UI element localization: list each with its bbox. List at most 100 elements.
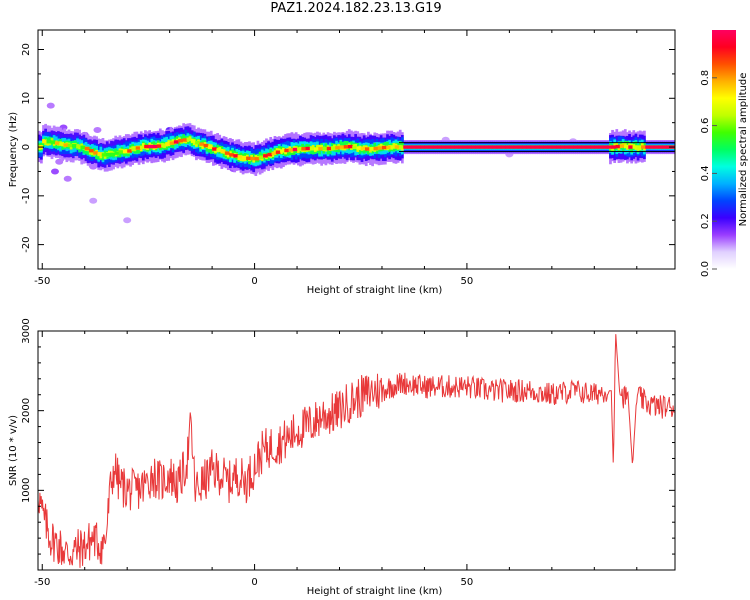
heatmap-speckle [55,158,64,165]
heatmap-peak [71,144,77,148]
heatmap-peak [666,145,672,149]
heatmap-peak [517,145,523,149]
heatmap-peak [394,145,400,149]
heatmap-peak [348,144,353,149]
heatmap-peak [280,149,285,153]
y-axis-label: SNR (10 * v/v) [8,415,19,486]
heatmap-cell [339,141,343,150]
heatmap-peak [169,141,175,145]
heatmap-cell [95,151,98,160]
heatmap-peak [80,145,86,150]
heatmap-peak [326,146,332,151]
heatmap-peak [636,145,642,149]
heatmap-cell [99,154,103,159]
heatmap-peak [458,145,464,149]
heatmap-peak [50,140,56,144]
heatmap-peak [161,143,166,148]
heatmap-peak [105,152,111,157]
heatmap-peak [577,145,583,149]
heatmap-peak [224,151,230,155]
heatmap-peak [564,145,570,149]
heatmap-peak [479,145,485,149]
heatmap-peak [63,143,69,147]
x-tick-label: 50 [461,276,474,287]
heatmap-peak [492,145,498,149]
heatmap-peak [428,145,434,149]
heatmap-cell [167,140,171,145]
heatmap-peak [195,140,200,145]
heatmap-peak [182,138,188,142]
colorbar: 0.0 0.2 0.4 0.6 0.8 Normalized spectral ampli… [700,30,749,277]
heatmap-peak [292,147,298,152]
heatmap-peak [390,145,396,149]
heatmap-peak [407,145,413,149]
heatmap-peak [526,145,532,149]
heatmap-cell [46,141,50,146]
heatmap-peak [607,145,612,149]
heatmap-peak [539,145,544,149]
heatmap-peak [309,147,315,151]
heatmap-cell [90,150,94,156]
heatmap-cell [318,144,321,150]
heatmap-peak [445,145,451,149]
heatmap-peak [199,142,205,146]
heatmap-peak [462,145,468,149]
heatmap-peak [144,144,149,149]
y-tick-label: -10 [21,188,32,204]
heatmap-peak [352,145,357,150]
x-tick-label: 0 [251,577,257,588]
heatmap-cell [54,141,58,149]
heatmap-peak [611,145,617,149]
heatmap-peak [88,149,94,153]
colorbar-gradient [712,30,736,269]
heatmap-peak [543,145,549,149]
heatmap-peak [54,141,60,145]
heatmap-peak [513,145,519,149]
heatmap-peak [165,142,171,147]
heatmap-peak [135,146,141,150]
heatmap-peak [131,147,137,152]
colorbar-tick-label: 0.8 [700,70,711,86]
heatmap-peak [420,145,425,149]
heatmap-cell [373,142,377,151]
heatmap-peak [505,145,510,149]
heatmap-speckle [63,175,72,182]
heatmap-peak [318,147,324,151]
heatmap-cell [69,145,73,150]
heatmap-peak [305,146,311,151]
heatmap-peak [632,145,638,149]
heatmap-peak [398,145,404,149]
heatmap-peak [496,145,502,149]
x-axis-label: Height of straight line (km) [307,586,443,597]
heatmap-peak [488,145,493,149]
heatmap-cell [634,141,638,150]
heatmap-peak [250,156,256,161]
y-tick-label: 0 [21,144,32,150]
heatmap-peak [615,144,621,149]
heatmap-peak [437,145,442,149]
heatmap-peak [76,144,81,148]
heatmap-cell [311,146,315,155]
heatmap-peak [84,146,90,151]
heatmap-peak [186,137,192,141]
heatmap-peak [585,145,591,149]
heatmap-cell [107,150,111,156]
heatmap-cell [103,154,107,159]
heatmap-peak [662,145,668,149]
heatmap-peak [441,145,447,149]
heatmap-peak [122,149,128,154]
heatmap-peak [59,142,64,146]
heatmap-peak [46,139,52,144]
heatmap-peak [203,143,209,148]
heatmap-cell [384,141,387,150]
heatmap-peak [360,146,366,151]
heatmap-peak [432,145,438,149]
heatmap-peak [590,145,595,149]
heatmap-peak [152,144,158,149]
y-tick-label: 10 [21,92,32,105]
heatmap-peak [139,145,145,150]
heatmap-peak [522,145,527,149]
colorbar-label: Normalized spectral amplitude [738,73,749,227]
y-tick-label: 1000 [21,478,32,503]
heatmap-peak [254,157,260,161]
